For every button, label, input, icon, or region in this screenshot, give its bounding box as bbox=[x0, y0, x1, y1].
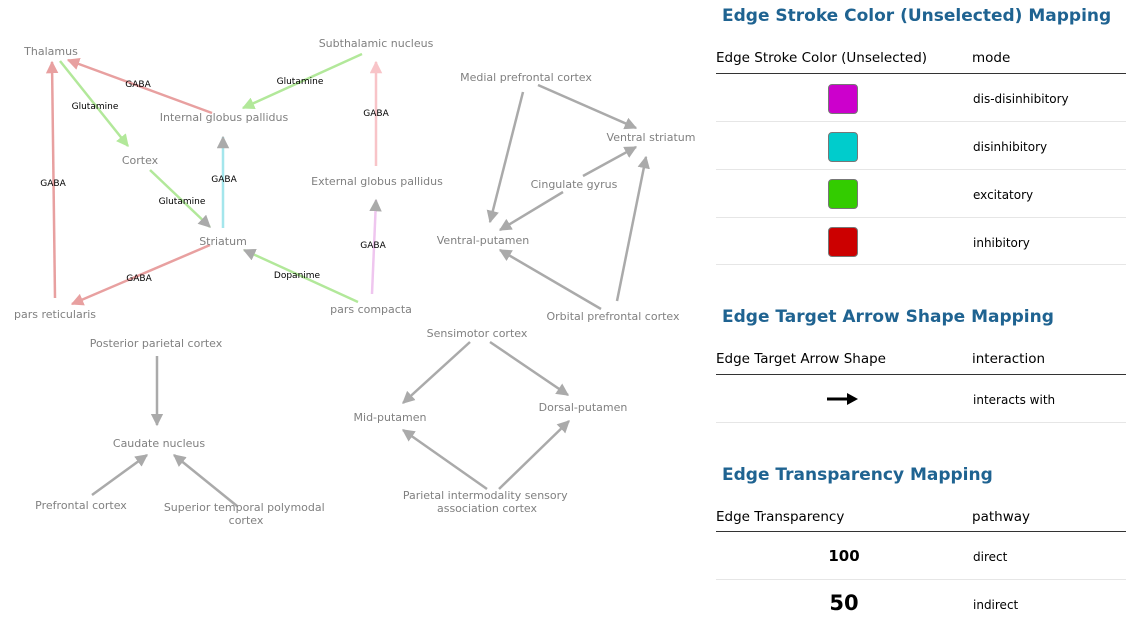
pathway-label: direct bbox=[973, 550, 1008, 564]
node-medial-prefrontal-cortex[interactable]: Medial prefrontal cortex bbox=[460, 71, 592, 84]
edge-smc-midputamen[interactable] bbox=[402, 341, 471, 404]
color-mapping-title: Edge Stroke Color (Unselected) Mapping bbox=[722, 6, 1112, 26]
node-thalamus[interactable]: Thalamus bbox=[23, 45, 78, 58]
mode-label: inhibitory bbox=[973, 236, 1030, 250]
edge-cingulate-vputamen[interactable] bbox=[498, 190, 564, 232]
edge-ofc-vputamen[interactable] bbox=[498, 248, 602, 311]
arrow-mapping-col2-header: interaction bbox=[972, 351, 1046, 367]
node-label-line: Superior temporal polymodal bbox=[164, 501, 325, 514]
edge-label: GABA bbox=[125, 80, 151, 90]
transparency-mapping-col2-header: pathway bbox=[972, 509, 1030, 525]
row-divider bbox=[716, 121, 1126, 122]
transparency-mapping-title: Edge Transparency Mapping bbox=[722, 465, 993, 485]
edge-label: Dopanime bbox=[274, 271, 321, 281]
color-swatch-inhibitory bbox=[828, 227, 858, 257]
edge-pc-striatum[interactable] bbox=[242, 248, 359, 304]
node-cingulate-gyrus[interactable]: Cingulate gyrus bbox=[531, 178, 618, 191]
edge-cingulate-vstriatum[interactable] bbox=[582, 145, 638, 178]
color-swatch-dis-disinhibitory bbox=[828, 84, 858, 114]
edge-parietal-midputamen[interactable] bbox=[401, 428, 488, 491]
color-mapping-col1-header: Edge Stroke Color (Unselected) bbox=[716, 50, 928, 66]
edge-label: GABA bbox=[40, 179, 66, 189]
row-divider bbox=[716, 579, 1126, 580]
transparency-value-indirect: 50 bbox=[829, 591, 859, 615]
edge-ofc-vstriatum[interactable] bbox=[615, 155, 650, 302]
node-caudate-nucleus[interactable]: Caudate nucleus bbox=[113, 437, 205, 450]
edge-smc-dorsalputamen[interactable] bbox=[489, 340, 570, 397]
edge-thalamus-cortex[interactable] bbox=[59, 60, 129, 147]
color-swatch-excitatory bbox=[828, 179, 858, 209]
node-posterior-parietal-cortex[interactable]: Posterior parietal cortex bbox=[90, 337, 223, 350]
row-divider bbox=[716, 264, 1126, 265]
color-mapping-col2-header: mode bbox=[972, 50, 1011, 66]
mode-label: dis-disinhibitory bbox=[973, 92, 1069, 106]
edge-label: Glutamine bbox=[277, 77, 324, 87]
node-label-line: association cortex bbox=[437, 502, 538, 515]
arrow-shape-icon bbox=[827, 393, 858, 405]
node-pars-compacta[interactable]: pars compacta bbox=[330, 303, 412, 316]
edge-cortex-striatum[interactable] bbox=[149, 169, 211, 228]
mode-label: disinhibitory bbox=[973, 140, 1048, 154]
edge-parietal-dorsalputamen[interactable] bbox=[498, 420, 570, 490]
edge-igp-thalamus[interactable] bbox=[66, 58, 213, 115]
node-cortex[interactable]: Cortex bbox=[122, 154, 159, 167]
edge-pc-egp[interactable] bbox=[369, 198, 382, 295]
node-label-line: Parietal intermodality sensory bbox=[403, 489, 568, 502]
node-label-line: cortex bbox=[229, 514, 264, 527]
edge-label: GABA bbox=[126, 274, 152, 284]
edge-label: Glutamine bbox=[159, 197, 206, 207]
transparency-value-direct: 100 bbox=[828, 547, 860, 565]
edge-label: GABA bbox=[360, 241, 386, 251]
node-superior-temporal-polymodal-cortex[interactable]: Superior temporal polymodal cortex bbox=[164, 501, 328, 527]
edge-striatum-pr[interactable] bbox=[70, 243, 211, 306]
arrow-mapping-title: Edge Target Arrow Shape Mapping bbox=[722, 307, 1054, 327]
node-mid-putamen[interactable]: Mid-putamen bbox=[354, 411, 427, 424]
row-divider bbox=[716, 422, 1126, 423]
transparency-mapping-col1-header: Edge Transparency bbox=[716, 509, 845, 525]
node-dorsal-putamen[interactable]: Dorsal-putamen bbox=[539, 401, 628, 414]
node-orbital-prefrontal-cortex[interactable]: Orbital prefrontal cortex bbox=[546, 310, 680, 323]
edge-label: Glutamine bbox=[72, 102, 119, 112]
arrow-mapping-col1-header: Edge Target Arrow Shape bbox=[716, 351, 886, 367]
edge-mpfc-vputamen[interactable] bbox=[486, 91, 525, 224]
node-prefrontal-cortex[interactable]: Prefrontal cortex bbox=[35, 499, 127, 512]
node-subthalamic-nucleus[interactable]: Subthalamic nucleus bbox=[319, 37, 434, 50]
row-divider bbox=[716, 169, 1126, 170]
node-sensimotor-cortex[interactable]: Sensimotor cortex bbox=[427, 327, 528, 340]
node-ventral-putamen[interactable]: Ventral-putamen bbox=[437, 234, 530, 247]
node-parietal-intermodality[interactable]: Parietal intermodality sensory associati… bbox=[403, 489, 571, 515]
row-divider bbox=[716, 217, 1126, 218]
edge-label: GABA bbox=[211, 175, 237, 185]
header-rule bbox=[716, 531, 1126, 532]
edge-label: GABA bbox=[363, 109, 389, 119]
node-external-globus-pallidus[interactable]: External globus pallidus bbox=[311, 175, 443, 188]
mode-label: excitatory bbox=[973, 188, 1034, 202]
edge-stn-igp[interactable] bbox=[241, 52, 363, 110]
header-rule bbox=[716, 374, 1126, 375]
pathway-label: indirect bbox=[973, 598, 1019, 612]
network-diagram: GABA Glutamine Glutamine GABA GABA GABA … bbox=[14, 37, 696, 527]
edge-stpc-caudate[interactable] bbox=[173, 454, 238, 507]
node-internal-globus-pallidus[interactable]: Internal globus pallidus bbox=[160, 111, 289, 124]
header-rule bbox=[716, 73, 1126, 74]
node-ventral-striatum[interactable]: Ventral striatum bbox=[607, 131, 696, 144]
color-swatch-disinhibitory bbox=[828, 132, 858, 162]
node-striatum[interactable]: Striatum bbox=[199, 235, 247, 248]
interaction-label: interacts with bbox=[973, 393, 1056, 407]
edge-pfc-caudate[interactable] bbox=[91, 453, 149, 497]
edge-mpfc-vstriatum[interactable] bbox=[537, 83, 638, 130]
edge-pr-thalamus[interactable] bbox=[45, 60, 59, 299]
node-pars-reticularis[interactable]: pars reticularis bbox=[14, 308, 96, 321]
